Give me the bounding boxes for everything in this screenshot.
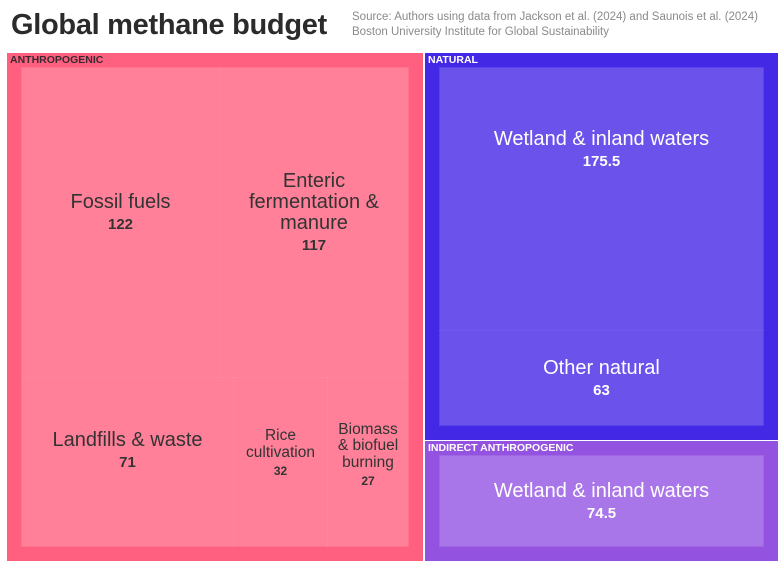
cell-label: Enteric fermentation & manure (248, 170, 380, 234)
cell-label: Other natural (543, 356, 660, 379)
treemap-cell-other-natural: Other natural 63 (439, 330, 764, 426)
source-line-1: Source: Authors using data from Jackson … (352, 11, 758, 23)
treemap-cell-biomass-biofuel-burning: Biomass & biofuel burning 27 (327, 377, 409, 547)
cell-label: Fossil fuels (70, 191, 171, 213)
treemap-cell-landfills-waste: Landfills & waste 71 (21, 377, 234, 547)
cell-value: 63 (593, 381, 610, 399)
treemap-cell-wetland-inland-waters: Wetland & inland waters 175.5 (439, 67, 764, 331)
group-label: ANTHROPOGENIC (10, 54, 104, 66)
cell-value: 74.5 (586, 504, 617, 522)
chart-title: Global methane budget (11, 9, 327, 41)
source-line-2: Boston University Institute for Global S… (352, 26, 609, 38)
cell-label: Landfills & waste (52, 428, 203, 451)
cell-value: 32 (273, 463, 288, 478)
cell-value: 27 (361, 473, 375, 488)
treemap-cell-wetland-inland-waters: Wetland & inland waters 74.5 (439, 455, 764, 547)
cell-value: 175.5 (582, 152, 621, 170)
treemap-cell-enteric-fermentation-manure: Enteric fermentation & manure 117 (219, 67, 409, 378)
group-label: NATURAL (428, 54, 478, 66)
cell-label: Wetland & inland waters (493, 127, 710, 150)
group-label: INDIRECT ANTHROPOGENIC (428, 442, 574, 454)
cell-label: Wetland & inland waters (493, 479, 710, 502)
cell-value: 122 (107, 216, 134, 233)
treemap-cell-rice-cultivation: Rice cultivation 32 (233, 377, 328, 547)
cell-label: Biomass & biofuel burning (337, 421, 399, 471)
cell-value: 117 (301, 237, 327, 254)
treemap-cell-fossil-fuels: Fossil fuels 122 (21, 67, 220, 378)
cell-value: 71 (119, 453, 136, 471)
cell-label: Rice cultivation (246, 427, 315, 461)
